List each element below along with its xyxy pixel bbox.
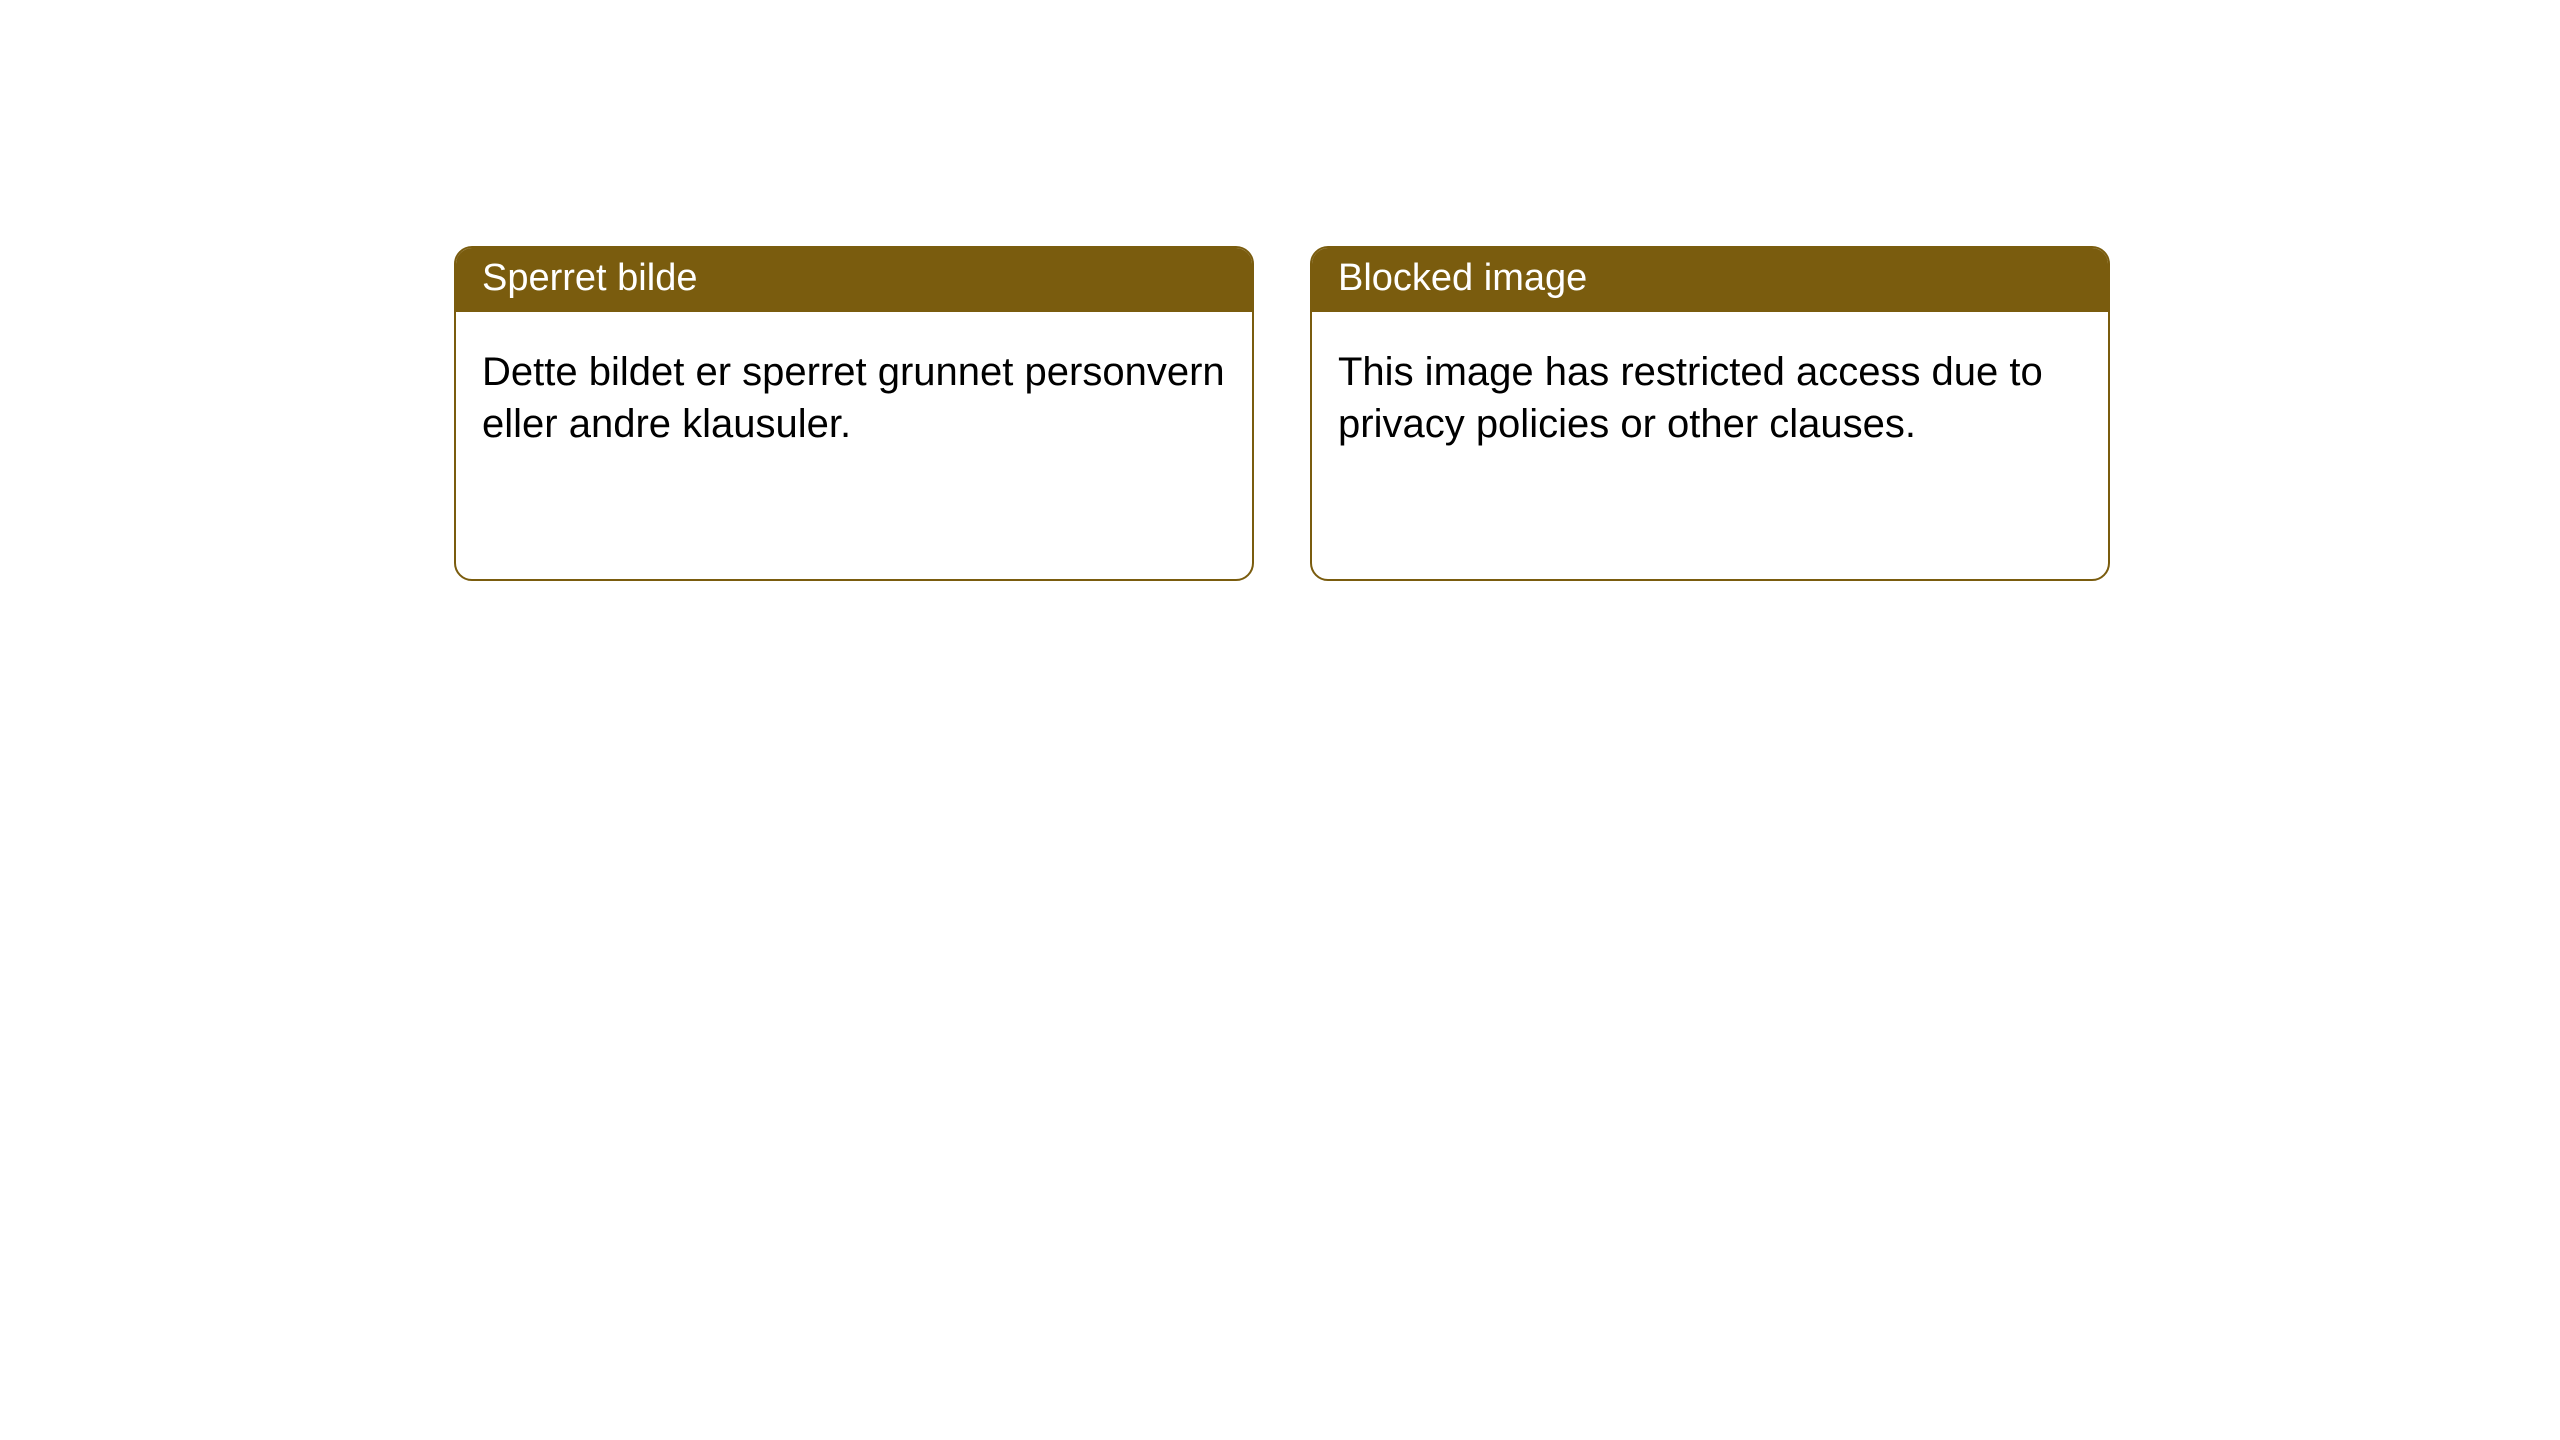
card-body: This image has restricted access due to … <box>1312 312 2108 476</box>
card-container: Sperret bilde Dette bildet er sperret gr… <box>0 0 2560 581</box>
blocked-image-card-no: Sperret bilde Dette bildet er sperret gr… <box>454 246 1254 581</box>
card-header: Sperret bilde <box>456 248 1252 312</box>
card-title: Blocked image <box>1338 257 1587 299</box>
card-body: Dette bildet er sperret grunnet personve… <box>456 312 1252 476</box>
card-body-text: Dette bildet er sperret grunnet personve… <box>482 350 1225 446</box>
blocked-image-card-en: Blocked image This image has restricted … <box>1310 246 2110 581</box>
card-header: Blocked image <box>1312 248 2108 312</box>
card-body-text: This image has restricted access due to … <box>1338 350 2043 446</box>
card-title: Sperret bilde <box>482 257 697 299</box>
